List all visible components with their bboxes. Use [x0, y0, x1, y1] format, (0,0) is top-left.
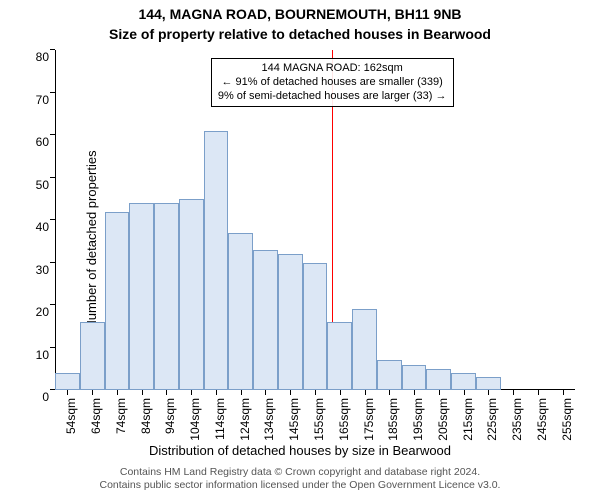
x-axis-label: Distribution of detached houses by size …	[0, 443, 600, 458]
x-tick-mark	[365, 390, 366, 395]
histogram-bar	[426, 369, 451, 390]
x-tick-label: 235sqm	[510, 398, 524, 441]
x-tick-label: 54sqm	[64, 398, 78, 434]
histogram-bar	[179, 199, 204, 390]
histogram-bar	[129, 203, 154, 390]
property-annotation-box: 144 MAGNA ROAD: 162sqm ← 91% of detached…	[211, 58, 454, 107]
x-tick-mark	[513, 390, 514, 395]
x-tick-label: 165sqm	[337, 398, 351, 441]
x-tick-mark	[414, 390, 415, 395]
histogram-bar	[352, 309, 377, 390]
x-tick-mark	[67, 390, 68, 395]
x-tick-mark	[191, 390, 192, 395]
x-tick-mark	[241, 390, 242, 395]
y-tick-mark	[50, 262, 55, 263]
x-tick-label: 225sqm	[485, 398, 499, 441]
x-tick-label: 94sqm	[163, 398, 177, 434]
y-tick-mark	[50, 134, 55, 135]
histogram-bar	[228, 233, 253, 390]
annotation-line-3: 9% of semi-detached houses are larger (3…	[218, 90, 447, 104]
page-title-address: 144, MAGNA ROAD, BOURNEMOUTH, BH11 9NB	[0, 6, 600, 22]
histogram-bar	[451, 373, 476, 390]
y-tick-mark	[50, 92, 55, 93]
x-tick-label: 185sqm	[386, 398, 400, 441]
x-tick-label: 145sqm	[287, 398, 301, 441]
x-tick-label: 155sqm	[312, 398, 326, 441]
footer-line-2: Contains public sector information licen…	[0, 479, 600, 492]
y-tick-label: 0	[42, 390, 55, 404]
y-tick-mark	[50, 219, 55, 220]
x-tick-mark	[538, 390, 539, 395]
x-tick-label: 104sqm	[188, 398, 202, 441]
x-tick-mark	[563, 390, 564, 395]
footer-attribution: Contains HM Land Registry data © Crown c…	[0, 466, 600, 492]
y-tick-label: 60	[36, 135, 55, 149]
x-tick-mark	[117, 390, 118, 395]
x-tick-mark	[216, 390, 217, 395]
x-tick-mark	[142, 390, 143, 395]
y-tick-label: 70	[36, 93, 55, 107]
y-axis-line	[55, 50, 56, 390]
histogram-bar	[278, 254, 303, 390]
y-tick-label: 10	[36, 348, 55, 362]
x-tick-mark	[439, 390, 440, 395]
x-tick-label: 134sqm	[262, 398, 276, 441]
histogram-bar	[303, 263, 328, 391]
x-tick-mark	[389, 390, 390, 395]
y-tick-mark	[50, 347, 55, 348]
x-tick-mark	[488, 390, 489, 395]
page-title-subtitle: Size of property relative to detached ho…	[0, 26, 600, 42]
x-tick-mark	[290, 390, 291, 395]
x-tick-mark	[92, 390, 93, 395]
y-tick-mark	[50, 304, 55, 305]
y-tick-label: 20	[36, 305, 55, 319]
histogram-bar	[327, 322, 352, 390]
histogram-bar	[80, 322, 105, 390]
histogram-bar	[154, 203, 179, 390]
y-tick-label: 40	[36, 220, 55, 234]
y-tick-label: 50	[36, 178, 55, 192]
histogram-bar	[377, 360, 402, 390]
x-tick-label: 74sqm	[114, 398, 128, 434]
x-tick-mark	[464, 390, 465, 395]
x-tick-label: 64sqm	[89, 398, 103, 434]
annotation-line-2: ← 91% of detached houses are smaller (33…	[218, 76, 447, 90]
histogram-bar	[402, 365, 427, 391]
y-tick-mark	[50, 49, 55, 50]
histogram-bar	[105, 212, 130, 391]
x-tick-mark	[265, 390, 266, 395]
x-tick-label: 175sqm	[362, 398, 376, 441]
footer-line-1: Contains HM Land Registry data © Crown c…	[0, 466, 600, 479]
x-tick-mark	[340, 390, 341, 395]
histogram-bar	[253, 250, 278, 390]
histogram-plot: 144 MAGNA ROAD: 162sqm ← 91% of detached…	[55, 50, 575, 390]
histogram-bar	[55, 373, 80, 390]
x-tick-label: 245sqm	[535, 398, 549, 441]
x-tick-label: 84sqm	[139, 398, 153, 434]
x-tick-label: 205sqm	[436, 398, 450, 441]
y-tick-label: 80	[36, 50, 55, 64]
histogram-bar	[476, 377, 501, 390]
histogram-bar	[204, 131, 229, 390]
x-tick-label: 255sqm	[560, 398, 574, 441]
x-tick-label: 114sqm	[213, 398, 227, 440]
x-tick-mark	[166, 390, 167, 395]
x-tick-label: 195sqm	[411, 398, 425, 441]
y-tick-mark	[50, 177, 55, 178]
x-tick-label: 124sqm	[238, 398, 252, 441]
x-tick-label: 215sqm	[461, 398, 475, 441]
x-tick-mark	[315, 390, 316, 395]
annotation-line-1: 144 MAGNA ROAD: 162sqm	[218, 62, 447, 76]
y-tick-label: 30	[36, 263, 55, 277]
